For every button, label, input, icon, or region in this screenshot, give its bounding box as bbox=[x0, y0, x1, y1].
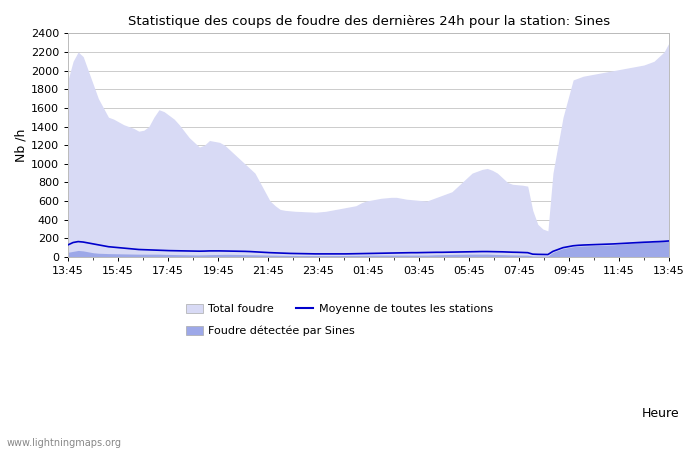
Legend: Foudre détectée par Sines: Foudre détectée par Sines bbox=[182, 321, 360, 341]
Y-axis label: Nb /h: Nb /h bbox=[15, 128, 28, 162]
Title: Statistique des coups de foudre des dernières 24h pour la station: Sines: Statistique des coups de foudre des dern… bbox=[127, 15, 610, 28]
Text: www.lightningmaps.org: www.lightningmaps.org bbox=[7, 438, 122, 448]
Text: Heure: Heure bbox=[641, 407, 679, 420]
